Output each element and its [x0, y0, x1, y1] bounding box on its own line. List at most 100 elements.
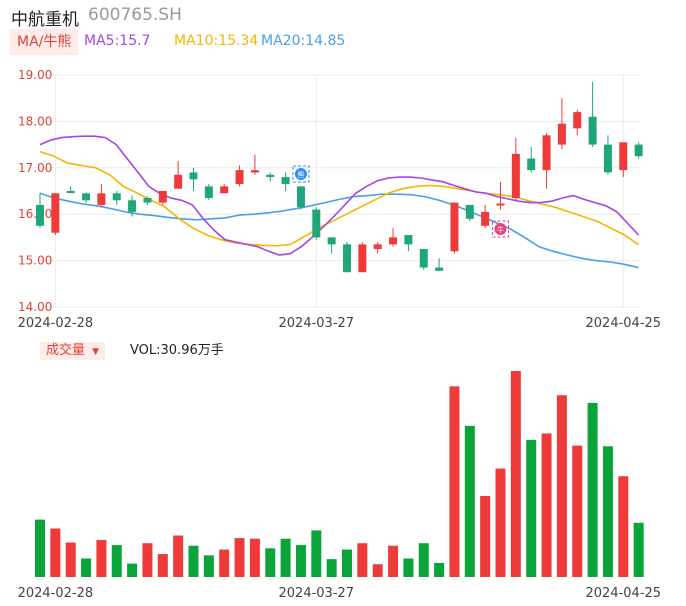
- volume-bar: [541, 433, 552, 577]
- volume-bar: [127, 563, 138, 577]
- volume-bar: [403, 558, 414, 577]
- candle-body: [358, 244, 367, 273]
- candle-body: [174, 174, 183, 189]
- candle-body: [143, 197, 152, 203]
- bear-marker-label: 熊: [297, 170, 304, 179]
- volume-bar: [526, 439, 537, 577]
- candle-body: [527, 158, 536, 171]
- volume-bar: [556, 395, 567, 577]
- volume-bar: [618, 476, 629, 577]
- volume-bar: [111, 545, 122, 577]
- volume-bar: [464, 425, 475, 577]
- y-tick-label: 14.00: [18, 300, 52, 314]
- volume-bar: [495, 468, 506, 577]
- candle-body: [281, 177, 290, 185]
- volume-bar: [342, 549, 352, 577]
- volume-bar: [50, 528, 61, 577]
- volume-bar: [96, 540, 107, 577]
- volume-bar: [572, 445, 583, 577]
- volume-indicator-tag[interactable]: 成交量 ▼: [40, 342, 106, 360]
- volume-bar: [280, 538, 291, 577]
- candle-body: [496, 203, 505, 206]
- candle-body: [435, 267, 444, 271]
- candle-body: [97, 193, 106, 205]
- ma20-legend: MA20:14.85: [261, 33, 346, 49]
- volume-bar: [326, 559, 337, 577]
- candle-body: [66, 191, 75, 193]
- candle-body: [204, 186, 213, 198]
- candle-body: [296, 186, 305, 208]
- volume-bar: [418, 543, 429, 577]
- bull-marker-frame: [492, 220, 509, 238]
- x-tick-label: 2024-03-27: [279, 586, 355, 601]
- candle-body: [312, 209, 321, 238]
- candle-body: [573, 112, 582, 129]
- candle-body: [373, 244, 382, 249]
- candle-body: [511, 153, 520, 198]
- y-tick-label: 18.00: [18, 114, 52, 128]
- volume-bar: [372, 564, 383, 577]
- ma5-legend: MA5:15.7: [84, 33, 151, 49]
- x-tick-label: 2024-04-25: [586, 316, 662, 331]
- candle-body: [266, 174, 275, 178]
- candle-body: [588, 116, 597, 145]
- candle-body: [82, 193, 91, 201]
- x-tick-label: 2024-02-28: [18, 316, 94, 331]
- candle-body: [465, 204, 474, 219]
- x-tick-label: 2024-04-25: [586, 586, 662, 601]
- volume-bar: [81, 558, 92, 577]
- ma10-legend: MA10:15.34: [174, 33, 259, 49]
- volume-bar: [480, 496, 491, 577]
- volume-bar: [602, 446, 613, 577]
- candle-body: [542, 135, 551, 171]
- candle-body: [189, 172, 198, 180]
- y-tick-label: 16.00: [18, 207, 52, 221]
- candle-body: [327, 237, 336, 245]
- volume-tag-label: 成交量: [46, 343, 86, 358]
- candle-body: [112, 193, 121, 201]
- volume-bar: [219, 549, 230, 577]
- bull-marker-label: 牛: [497, 225, 504, 234]
- ma20-line: [39, 192, 639, 269]
- ma5-line: [39, 135, 640, 256]
- stock-name: 中航重机: [11, 10, 79, 30]
- candle-body: [235, 170, 244, 185]
- y-tick-label: 17.00: [18, 161, 52, 175]
- candle-body: [481, 211, 490, 226]
- volume-bar: [311, 530, 322, 577]
- candle-body: [51, 193, 60, 233]
- volume-bar: [434, 562, 445, 577]
- candle-body: [158, 191, 167, 203]
- candle-body: [128, 200, 137, 212]
- volume-bar: [357, 543, 368, 577]
- candle-body: [343, 244, 351, 273]
- volume-bar: [65, 542, 76, 577]
- volume-bar: [203, 555, 214, 577]
- ma-indicator-tag[interactable]: MA/牛熊: [10, 29, 79, 55]
- y-tick-label: 15.00: [18, 254, 52, 268]
- volume-bar: [510, 371, 521, 577]
- volume-bar: [388, 545, 399, 577]
- volume-bar: [265, 548, 276, 577]
- candle-body: [419, 249, 428, 268]
- caret-down-icon: ▼: [92, 347, 100, 357]
- candle-body: [603, 144, 612, 173]
- candle-body: [389, 237, 398, 245]
- bear-marker: [294, 168, 307, 180]
- volume-value: VOL:30.96万手: [130, 343, 224, 358]
- volume-bar: [35, 519, 45, 577]
- stock-code: 600765.SH: [88, 5, 182, 25]
- volume-bar: [587, 402, 598, 577]
- candle-body: [250, 170, 259, 173]
- volume-bar: [157, 554, 168, 577]
- candle-body: [450, 202, 459, 252]
- volume-bar: [295, 545, 306, 577]
- x-tick-label: 2024-03-27: [279, 316, 355, 331]
- volume-bar: [142, 543, 153, 577]
- candle-body: [619, 142, 628, 171]
- volume-bar: [249, 538, 260, 577]
- volume-bar: [234, 538, 245, 577]
- volume-bar: [449, 386, 460, 577]
- bull-marker: [494, 223, 507, 235]
